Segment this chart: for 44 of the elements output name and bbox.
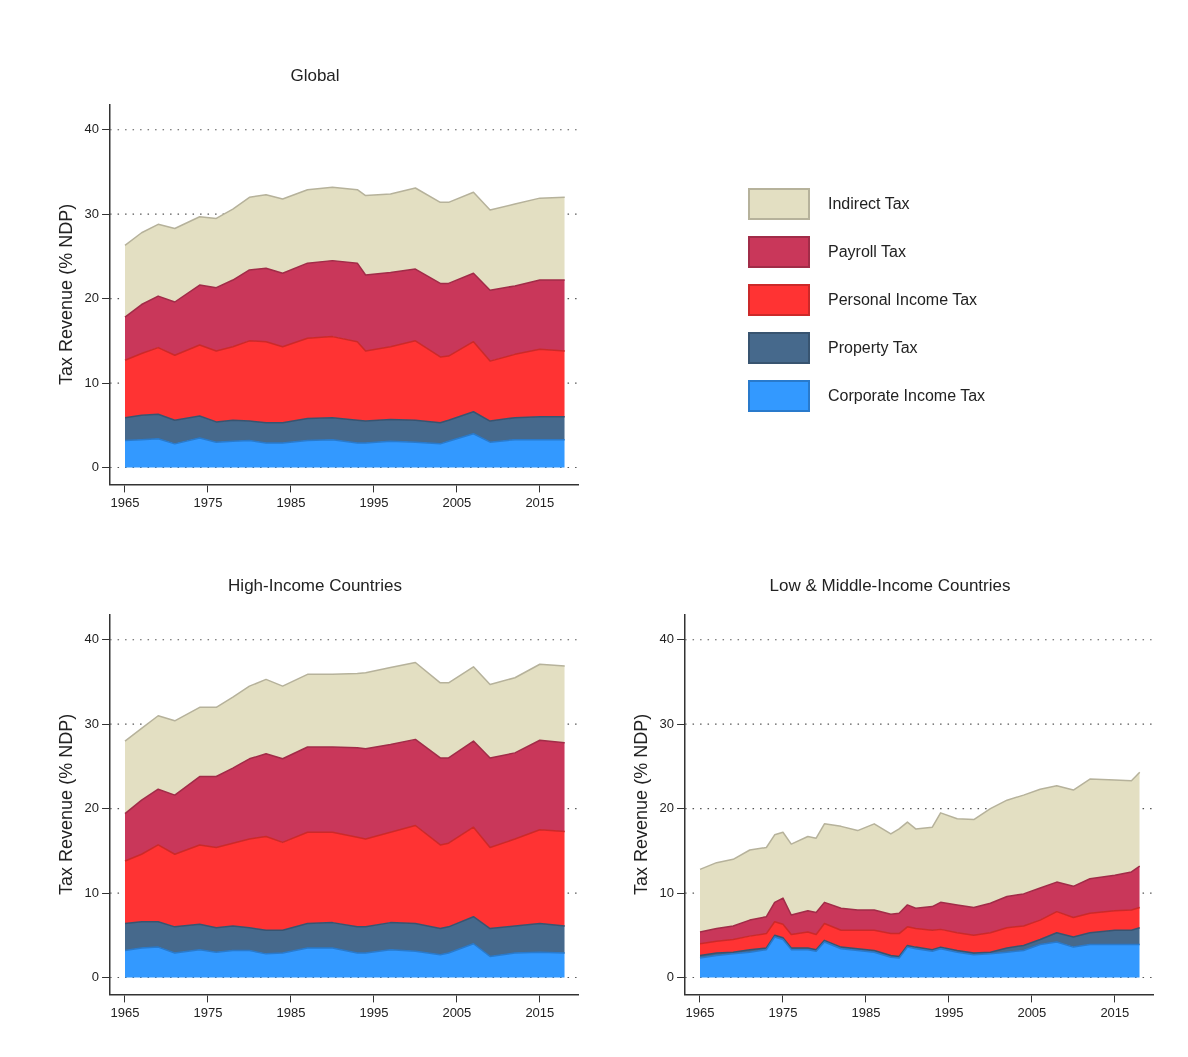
y-tick-label: 30 [84, 205, 100, 221]
x-tick-label: 1975 [193, 1004, 223, 1020]
x-tick-label: 1985 [276, 494, 306, 510]
legend-label: Payroll Tax [828, 243, 906, 261]
x-tick-label: 1985 [851, 1004, 881, 1020]
x-tick-label: 2005 [1017, 1004, 1047, 1020]
x-tick-label: 1965 [110, 494, 140, 510]
x-tick-label: 2005 [442, 1004, 472, 1020]
y-tick-label: 10 [84, 884, 100, 900]
y-tick-label: 20 [84, 290, 100, 306]
legend-label: Indirect Tax [828, 195, 910, 213]
y-tick-label: 40 [84, 121, 100, 137]
y-axis-title: Tax Revenue (% NDP) [55, 713, 76, 895]
x-tick-label: 1965 [685, 1004, 715, 1020]
legend-label: Property Tax [828, 339, 918, 357]
y-tick-label: 30 [84, 715, 100, 731]
x-tick-label: 2005 [442, 494, 472, 510]
x-tick-label: 1985 [276, 1004, 306, 1020]
x-tick-label: 1995 [359, 494, 389, 510]
x-tick-label: 2015 [525, 1004, 555, 1020]
x-tick-label: 1995 [934, 1004, 964, 1020]
x-tick-label: 1975 [193, 494, 223, 510]
y-tick-label: 10 [84, 374, 100, 390]
y-tick-label: 20 [659, 800, 675, 816]
y-tick-label: 40 [84, 631, 100, 647]
chart-title: High-Income Countries [228, 575, 402, 595]
chart-title: Global [290, 65, 340, 85]
chart-title: Low & Middle-Income Countries [769, 575, 1011, 595]
x-tick-label: 2015 [525, 494, 555, 510]
y-tick-label: 0 [91, 459, 100, 475]
y-axis-title: Tax Revenue (% NDP) [630, 713, 651, 895]
legend-label: Corporate Income Tax [828, 387, 986, 405]
y-axis-title: Tax Revenue (% NDP) [55, 203, 76, 385]
y-tick-label: 30 [659, 715, 675, 731]
legend-label: Personal Income Tax [828, 291, 978, 309]
y-tick-label: 10 [659, 884, 675, 900]
x-tick-label: 1965 [110, 1004, 140, 1020]
x-tick-label: 1995 [359, 1004, 389, 1020]
x-tick-label: 2015 [1100, 1004, 1130, 1020]
x-tick-label: 1975 [768, 1004, 798, 1020]
y-tick-label: 0 [91, 969, 100, 985]
y-tick-label: 20 [84, 800, 100, 816]
y-tick-label: 40 [659, 631, 675, 647]
y-tick-label: 0 [666, 969, 675, 985]
